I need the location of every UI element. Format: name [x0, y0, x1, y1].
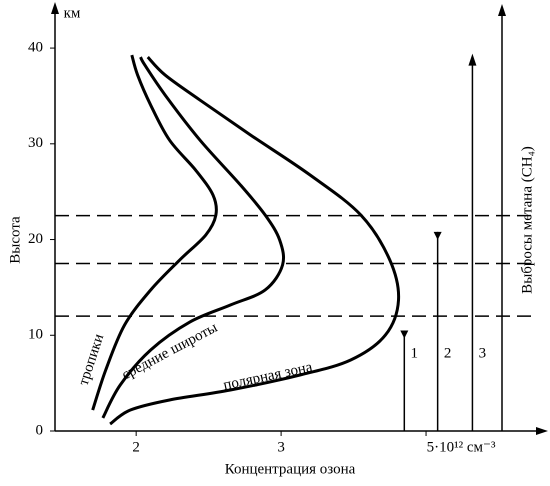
y2-axis-label: Выбросы метана (CH₄) — [519, 146, 535, 294]
methane-label: 2 — [444, 345, 452, 361]
x-tick-label: 3 — [277, 439, 285, 455]
curve-label: полярная зона — [222, 359, 314, 394]
methane-marker — [433, 231, 442, 240]
x-axis-arrow — [536, 427, 548, 435]
methane-arrowhead — [468, 53, 477, 66]
ozone-curve — [109, 56, 401, 426]
y-tick-label: 10 — [28, 327, 43, 343]
y-axis-label: Высота — [7, 216, 23, 264]
y-axis-arrow — [51, 2, 59, 14]
methane-label: 3 — [479, 345, 487, 361]
x-axis-label: Концентрация озона — [225, 461, 356, 477]
methane-label: 1 — [411, 345, 419, 361]
methane-marker — [400, 330, 409, 339]
y-unit: км — [64, 5, 81, 21]
x-tick-label: 2 — [132, 439, 140, 455]
y-tick-label: 0 — [36, 422, 44, 438]
ozone-curve — [101, 56, 286, 419]
curve-label: средние широты — [119, 320, 220, 384]
ozone-curve — [91, 54, 218, 411]
y-tick-label: 20 — [28, 231, 43, 247]
x-tick-label: 5·10¹² см⁻³ — [427, 439, 496, 455]
y-tick-label: 40 — [28, 40, 43, 56]
y-tick-label: 30 — [28, 135, 43, 151]
y2-axis-arrow — [498, 4, 506, 16]
